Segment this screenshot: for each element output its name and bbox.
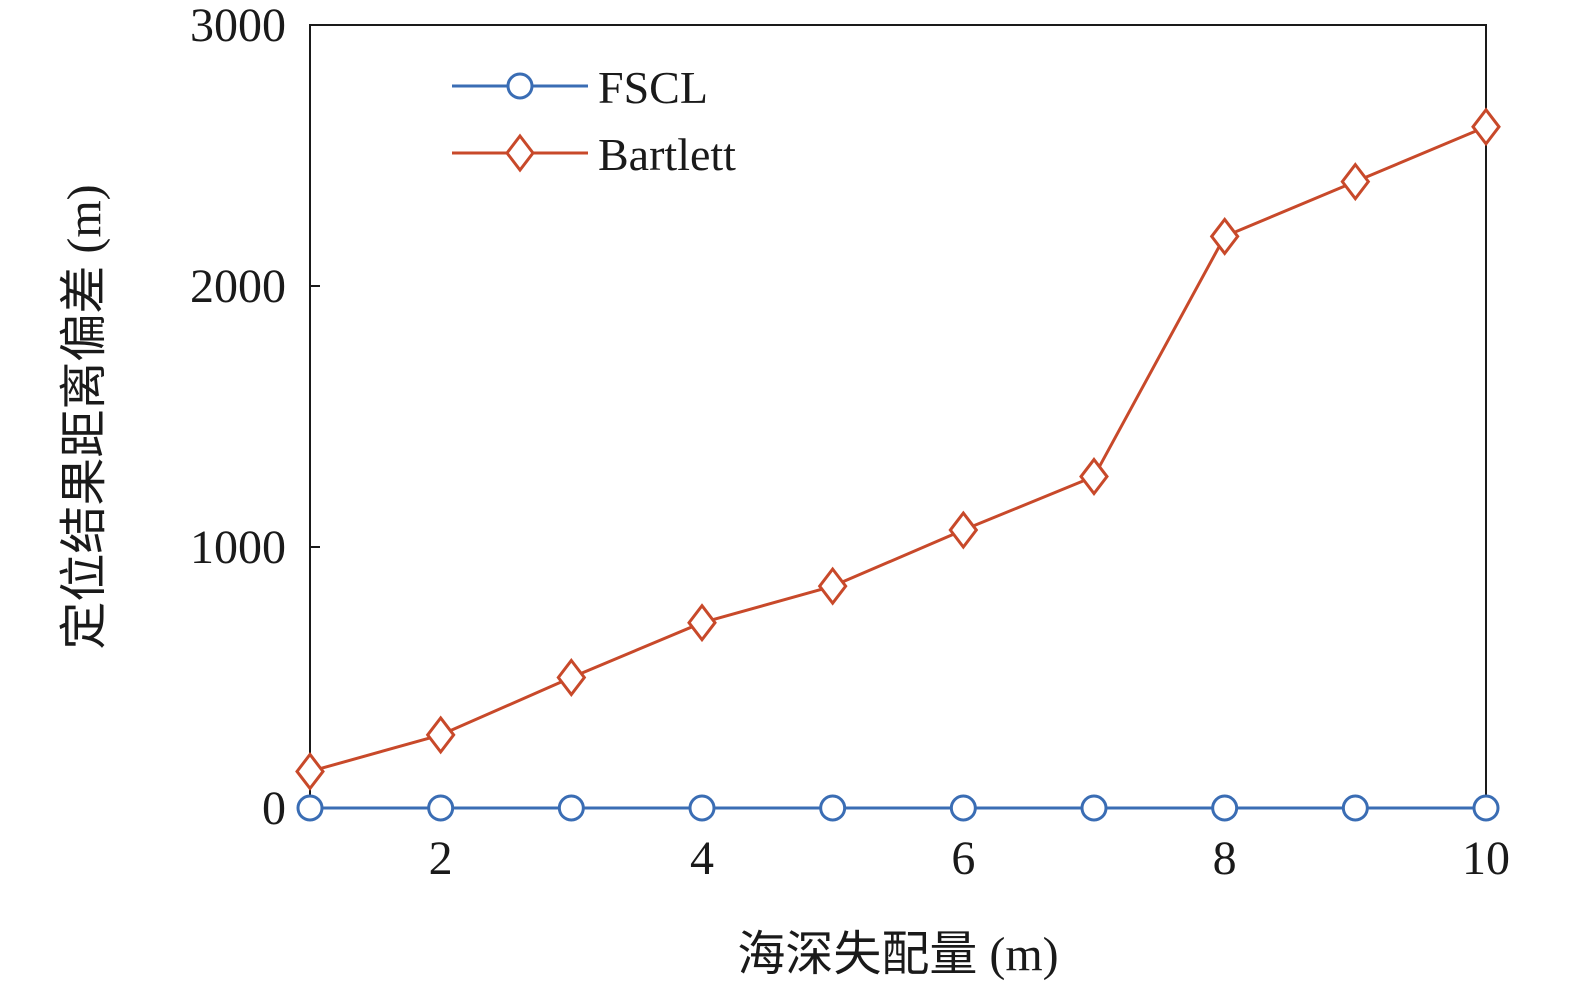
data-point-bartlett (1340, 162, 1371, 202)
data-point-bartlett (425, 715, 456, 755)
legend-item-bartlett: Bartlett (452, 129, 736, 180)
x-axis-title: 海深失配量 (m) (737, 928, 1058, 981)
x-tick-label: 10 (1462, 832, 1510, 885)
x-tick-label: 2 (429, 832, 453, 885)
data-point-bartlett (1471, 107, 1501, 147)
data-point-bartlett (817, 566, 848, 606)
plot-area (309, 24, 1487, 809)
series-layer (295, 107, 1501, 822)
plot-frame (309, 24, 1487, 809)
data-point-fscl (1211, 794, 1239, 822)
legend-label-bartlett: Bartlett (598, 129, 736, 180)
y-tick-label: 0 (262, 782, 286, 835)
data-point-bartlett (556, 658, 587, 697)
data-point-bartlett (1079, 457, 1109, 496)
data-point-bartlett (295, 751, 325, 791)
data-point-fscl (1472, 794, 1500, 822)
data-point-fscl (1341, 794, 1369, 822)
legend-marker-fscl (506, 72, 534, 100)
data-point-fscl (427, 794, 455, 822)
x-tick-label: 8 (1213, 832, 1237, 885)
y-tick-label: 2000 (190, 260, 286, 313)
y-axis-title: 定位结果距离偏差 (m) (58, 184, 111, 649)
legend-marker-bartlett (505, 133, 535, 173)
data-point-bartlett (687, 603, 717, 643)
data-point-bartlett (948, 510, 979, 550)
data-point-fscl (819, 794, 847, 822)
data-point-fscl (557, 794, 585, 822)
data-point-fscl (296, 794, 324, 822)
x-tick-label: 4 (690, 832, 714, 885)
data-point-bartlett (1209, 216, 1240, 256)
y-axis: 0 1000 2000 3000 (190, 0, 320, 835)
x-tick-label: 6 (951, 832, 975, 885)
y-tick-label: 3000 (190, 0, 286, 52)
series-line-bartlett (309, 125, 1487, 773)
legend: FSCL Bartlett (452, 62, 736, 180)
data-point-fscl (949, 794, 977, 822)
data-point-fscl (1080, 794, 1108, 822)
y-tick-label: 1000 (190, 521, 286, 574)
series-bartlett (295, 107, 1501, 791)
series-fscl (296, 794, 1500, 822)
legend-label-fscl: FSCL (598, 62, 708, 113)
legend-item-fscl: FSCL (452, 62, 708, 113)
data-point-fscl (688, 794, 716, 822)
